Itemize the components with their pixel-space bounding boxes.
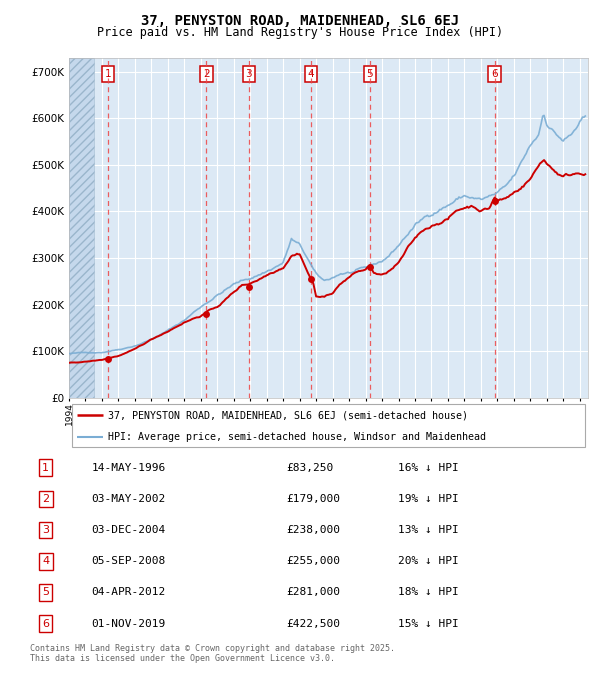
Text: 20% ↓ HPI: 20% ↓ HPI bbox=[398, 556, 459, 566]
Text: 04-APR-2012: 04-APR-2012 bbox=[91, 588, 166, 598]
Text: 37, PENYSTON ROAD, MAIDENHEAD, SL6 6EJ (semi-detached house): 37, PENYSTON ROAD, MAIDENHEAD, SL6 6EJ (… bbox=[108, 410, 468, 420]
Bar bbox=[69, 58, 94, 398]
Text: 3: 3 bbox=[42, 525, 49, 535]
Text: 37, PENYSTON ROAD, MAIDENHEAD, SL6 6EJ: 37, PENYSTON ROAD, MAIDENHEAD, SL6 6EJ bbox=[141, 14, 459, 28]
Text: 3: 3 bbox=[245, 69, 252, 79]
Text: £422,500: £422,500 bbox=[287, 619, 341, 628]
Text: 6: 6 bbox=[491, 69, 498, 79]
Text: This data is licensed under the Open Government Licence v3.0.: This data is licensed under the Open Gov… bbox=[30, 654, 335, 663]
Text: 1: 1 bbox=[42, 463, 49, 473]
Text: 14-MAY-1996: 14-MAY-1996 bbox=[91, 463, 166, 473]
Text: 4: 4 bbox=[42, 556, 49, 566]
Text: 13% ↓ HPI: 13% ↓ HPI bbox=[398, 525, 459, 535]
Text: £83,250: £83,250 bbox=[287, 463, 334, 473]
Text: 1: 1 bbox=[105, 69, 112, 79]
Bar bbox=[69, 58, 94, 398]
Text: 05-SEP-2008: 05-SEP-2008 bbox=[91, 556, 166, 566]
Text: 01-NOV-2019: 01-NOV-2019 bbox=[91, 619, 166, 628]
Text: 18% ↓ HPI: 18% ↓ HPI bbox=[398, 588, 459, 598]
Text: 03-MAY-2002: 03-MAY-2002 bbox=[91, 494, 166, 504]
Text: £238,000: £238,000 bbox=[287, 525, 341, 535]
Text: 4: 4 bbox=[308, 69, 314, 79]
FancyBboxPatch shape bbox=[71, 405, 586, 447]
Text: 2: 2 bbox=[42, 494, 49, 504]
Text: 16% ↓ HPI: 16% ↓ HPI bbox=[398, 463, 459, 473]
Text: 5: 5 bbox=[367, 69, 373, 79]
Text: HPI: Average price, semi-detached house, Windsor and Maidenhead: HPI: Average price, semi-detached house,… bbox=[108, 432, 486, 442]
Text: Contains HM Land Registry data © Crown copyright and database right 2025.: Contains HM Land Registry data © Crown c… bbox=[30, 644, 395, 653]
Text: 03-DEC-2004: 03-DEC-2004 bbox=[91, 525, 166, 535]
Text: 19% ↓ HPI: 19% ↓ HPI bbox=[398, 494, 459, 504]
Text: Price paid vs. HM Land Registry's House Price Index (HPI): Price paid vs. HM Land Registry's House … bbox=[97, 26, 503, 39]
Text: £255,000: £255,000 bbox=[287, 556, 341, 566]
Text: 6: 6 bbox=[42, 619, 49, 628]
Text: £281,000: £281,000 bbox=[287, 588, 341, 598]
Text: 2: 2 bbox=[203, 69, 210, 79]
Text: 5: 5 bbox=[42, 588, 49, 598]
Text: 15% ↓ HPI: 15% ↓ HPI bbox=[398, 619, 459, 628]
Text: £179,000: £179,000 bbox=[287, 494, 341, 504]
